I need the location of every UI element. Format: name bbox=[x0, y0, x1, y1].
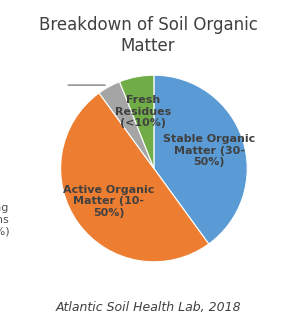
Text: Breakdown of Soil Organic
Matter: Breakdown of Soil Organic Matter bbox=[38, 16, 258, 55]
Wedge shape bbox=[61, 93, 209, 262]
Text: Active Organic
Matter (10-
50%): Active Organic Matter (10- 50%) bbox=[63, 185, 154, 218]
Text: Stable Organic
Matter (30-
50%): Stable Organic Matter (30- 50%) bbox=[163, 134, 255, 167]
Wedge shape bbox=[99, 82, 154, 168]
Text: Living
Organisms
(<5%): Living Organisms (<5%) bbox=[0, 203, 9, 237]
Wedge shape bbox=[154, 75, 247, 244]
Wedge shape bbox=[120, 75, 154, 168]
Text: Fresh
Residues
(<10%): Fresh Residues (<10%) bbox=[115, 95, 171, 128]
Text: Atlantic Soil Health Lab, 2018: Atlantic Soil Health Lab, 2018 bbox=[55, 301, 241, 314]
